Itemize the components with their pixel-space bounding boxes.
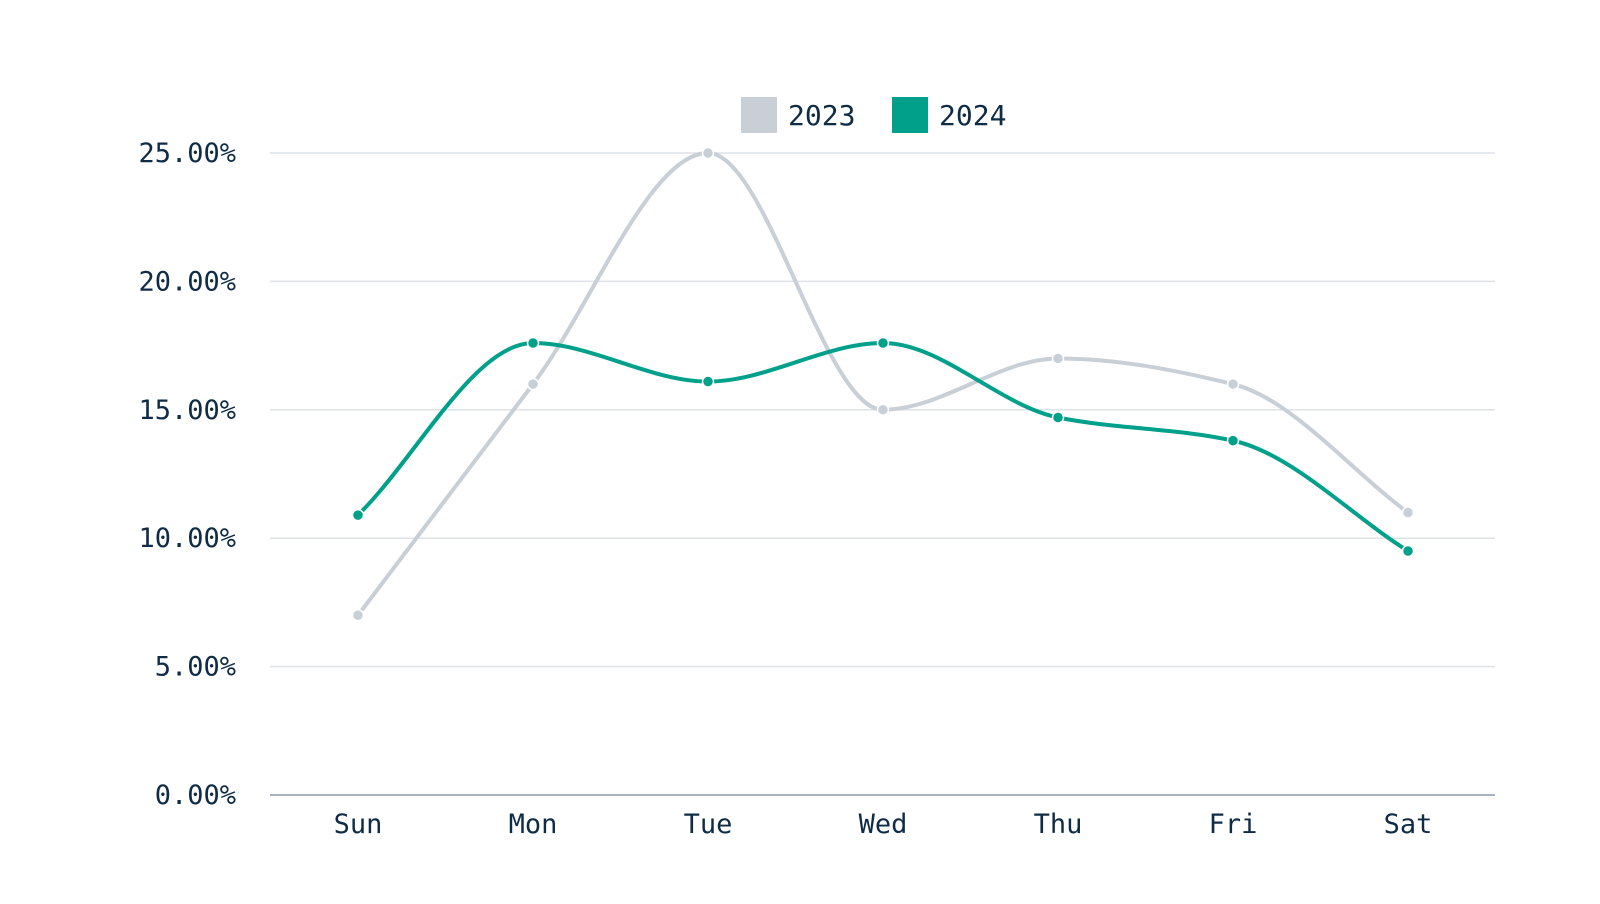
data-point-2024-Wed[interactable] xyxy=(878,338,889,349)
y-axis: 0.00% 5.00% 10.00% 15.00% 20.00% 25.00% xyxy=(138,138,236,811)
legend-swatch xyxy=(892,97,928,133)
data-point-2023-Sat[interactable] xyxy=(1403,507,1414,518)
data-point-2024-Fri[interactable] xyxy=(1228,435,1239,446)
data-point-2023-Wed[interactable] xyxy=(878,404,889,415)
y-tick-label: 15.00% xyxy=(138,395,236,426)
data-point-2023-Fri[interactable] xyxy=(1228,379,1239,390)
data-point-2024-Tue[interactable] xyxy=(703,376,714,387)
y-tick-label: 25.00% xyxy=(138,138,236,169)
x-tick-label: Sat xyxy=(1384,809,1433,840)
data-point-2024-Mon[interactable] xyxy=(528,338,539,349)
legend-swatch xyxy=(741,97,777,133)
x-axis: Sun Mon Tue Wed Thu Fri Sat xyxy=(334,809,1433,840)
y-tick-label: 0.00% xyxy=(155,780,236,811)
data-point-2024-Thu[interactable] xyxy=(1053,412,1064,423)
x-tick-label: Tue xyxy=(684,809,733,840)
series-line-2023 xyxy=(358,153,1408,615)
x-tick-label: Mon xyxy=(509,809,558,840)
legend-label: 2024 xyxy=(939,99,1006,132)
x-tick-label: Fri xyxy=(1209,809,1258,840)
series-2023 xyxy=(353,148,1414,621)
x-tick-label: Thu xyxy=(1034,809,1083,840)
data-point-2024-Sat[interactable] xyxy=(1403,546,1414,557)
data-point-2023-Sun[interactable] xyxy=(353,610,364,621)
series-2024 xyxy=(353,338,1414,557)
x-tick-label: Wed xyxy=(859,809,908,840)
legend-item-2024[interactable]: 2024 xyxy=(892,97,1006,133)
series-line-2024 xyxy=(358,343,1408,551)
y-tick-label: 10.00% xyxy=(138,523,236,554)
data-point-2023-Mon[interactable] xyxy=(528,379,539,390)
legend-label: 2023 xyxy=(788,99,855,132)
data-point-2023-Tue[interactable] xyxy=(703,148,714,159)
legend: 2023 2024 xyxy=(741,97,1006,133)
data-point-2023-Thu[interactable] xyxy=(1053,353,1064,364)
x-tick-label: Sun xyxy=(334,809,383,840)
y-tick-label: 5.00% xyxy=(155,652,236,683)
y-tick-label: 20.00% xyxy=(138,266,236,297)
gridlines xyxy=(270,153,1495,795)
legend-item-2023[interactable]: 2023 xyxy=(741,97,855,133)
series-lines xyxy=(353,148,1414,621)
data-point-2024-Sun[interactable] xyxy=(353,510,364,521)
